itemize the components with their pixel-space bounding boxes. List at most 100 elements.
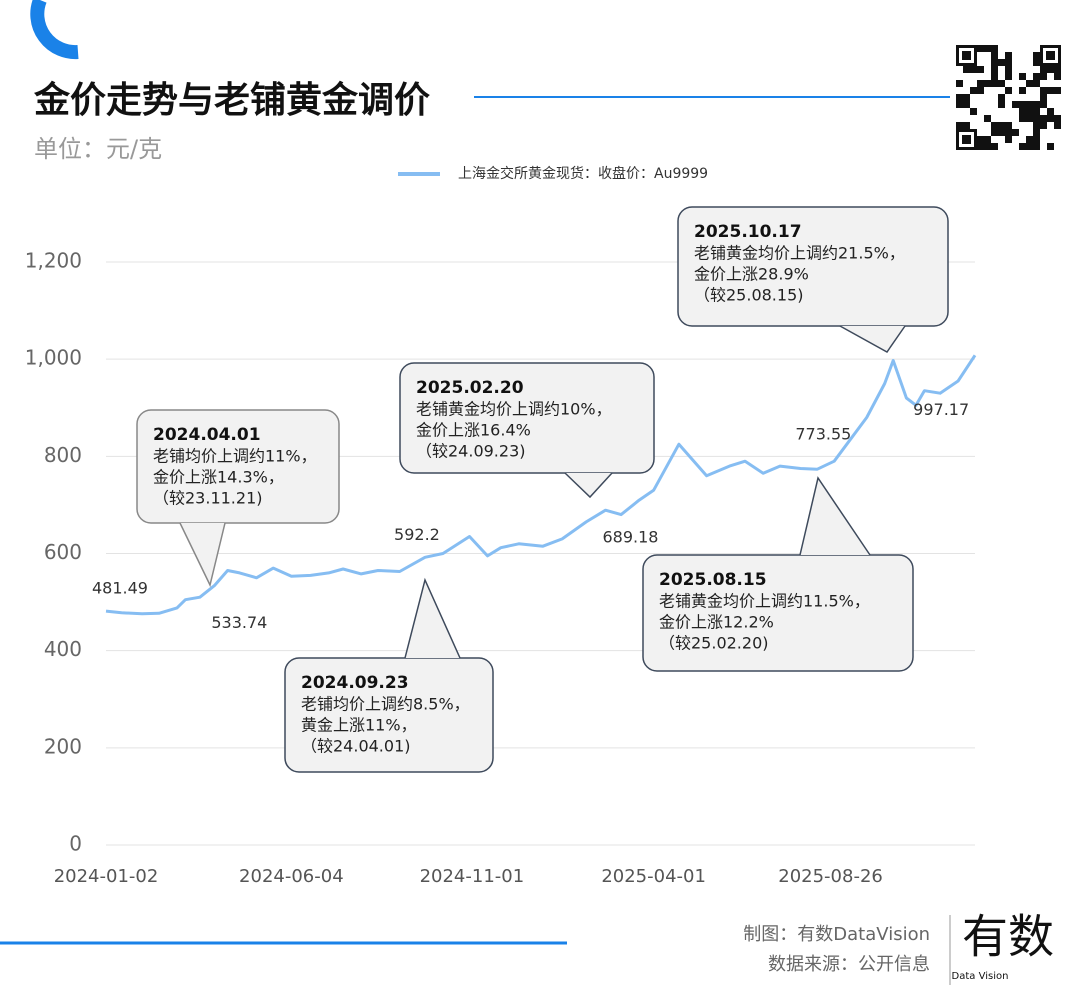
qr-cell <box>977 45 984 52</box>
qr-cell <box>984 136 991 143</box>
qr-cell <box>1005 59 1012 66</box>
unit: 单位：元/克 <box>34 135 162 163</box>
corner-arc <box>30 0 79 60</box>
qr-cell <box>977 143 984 150</box>
qr-cell <box>1026 80 1033 87</box>
qr-cell <box>991 66 998 73</box>
qr-cell <box>1019 87 1026 94</box>
qr-cell <box>984 115 991 122</box>
qr-cell <box>991 129 998 136</box>
logo-sub: Data Vision <box>952 971 1009 982</box>
callout-line: 金价上涨12.2% <box>659 613 774 632</box>
qr-cell <box>991 52 998 59</box>
qr-cell <box>1019 101 1026 108</box>
callout-tail-edge <box>404 577 461 659</box>
callout-line: 金价上涨14.3%， <box>153 468 284 487</box>
logo: 有数 <box>962 910 1054 964</box>
qr-cell <box>1019 108 1026 115</box>
credit: 制图：有数DataVision <box>743 924 930 945</box>
value-label: 773.55 <box>795 425 851 444</box>
qr-cell <box>977 87 984 94</box>
value-label: 481.49 <box>92 579 148 598</box>
callout: 2024.09.23 老铺均价上调约8.5%， 黄金上涨11%， （较24.04.01… <box>284 577 494 773</box>
callout-line: （较25.08.15) <box>694 286 804 305</box>
qr-cell <box>998 101 1005 108</box>
qr-cell <box>1054 122 1061 129</box>
legend-label: 上海金交所黄金现货：收盘价：Au9999 <box>458 165 708 182</box>
qr-cell <box>977 80 984 87</box>
qr-cell <box>998 129 1005 136</box>
qr-cell <box>1040 87 1047 94</box>
callout-box <box>399 362 655 474</box>
qr-cell <box>970 87 977 94</box>
callout-title: 2024.09.23 <box>301 673 409 693</box>
qr-cell <box>1040 66 1047 73</box>
qr-cell <box>1033 52 1040 59</box>
qr-cell <box>956 94 963 101</box>
callout-box <box>136 409 340 524</box>
qr-cell <box>963 66 970 73</box>
qr-cell <box>991 80 998 87</box>
qr-cell <box>1040 115 1047 122</box>
value-label: 533.74 <box>211 613 267 632</box>
y-tick-label: 200 <box>44 734 82 758</box>
qr-cell <box>984 143 991 150</box>
qr-cell <box>1054 73 1061 80</box>
qr-cell <box>984 80 991 87</box>
qr-cell <box>1019 143 1026 150</box>
qr-finder <box>962 51 971 60</box>
callout-tail-edge <box>564 472 613 499</box>
qr-cell <box>1033 122 1040 129</box>
qr-cell <box>1005 66 1012 73</box>
qr-cell <box>1005 87 1012 94</box>
callout-line: 金价上涨16.4% <box>416 421 531 440</box>
qr-cell <box>984 45 991 52</box>
callout-box <box>284 657 494 773</box>
qr-cell <box>991 59 998 66</box>
qr-cell <box>1026 108 1033 115</box>
qr-cell <box>1033 143 1040 150</box>
qr-cell <box>970 66 977 73</box>
qr-cell <box>1005 73 1012 80</box>
y-tick-label: 1,000 <box>25 346 82 370</box>
callout-line: 老铺黄金均价上调约11.5%， <box>659 592 870 611</box>
y-tick-label: 600 <box>44 540 82 564</box>
qr-cell <box>998 80 1005 87</box>
qr-cell <box>1026 101 1033 108</box>
qr-cell <box>977 66 984 73</box>
callout-line: 老铺均价上调约8.5%， <box>301 695 470 714</box>
callout-title: 2025.10.17 <box>694 222 802 242</box>
callout-line: （较24.09.23) <box>416 442 526 461</box>
qr-cell <box>1054 66 1061 73</box>
qr-cell <box>998 94 1005 101</box>
callout-line: 金价上涨28.9% <box>694 265 809 284</box>
qr-cell <box>1026 136 1033 143</box>
qr-cell <box>1005 136 1012 143</box>
qr-cell <box>1033 73 1040 80</box>
callout-line: （较23.11.21) <box>153 489 263 508</box>
x-tick-label: 2025-04-01 <box>601 866 706 887</box>
qr-cell <box>1047 115 1054 122</box>
y-tick-label: 0 <box>69 832 82 856</box>
qr-cell <box>998 59 1005 66</box>
qr-cell <box>1026 143 1033 150</box>
qr-cell <box>963 94 970 101</box>
qr-cell <box>1047 143 1054 150</box>
x-tick-label: 2024-01-02 <box>54 866 159 887</box>
qr-cell <box>1033 136 1040 143</box>
callout-tail <box>565 473 612 497</box>
callout-box <box>642 554 914 672</box>
qr-cell <box>991 73 998 80</box>
callout-line: 老铺黄金均价上调约21.5%， <box>694 244 905 263</box>
y-tick-label: 1,200 <box>25 249 82 273</box>
callout: 2024.04.01 老铺均价上调约11%， 金价上涨14.3%， （较23.11.2… <box>136 409 340 588</box>
qr-cell <box>1033 129 1040 136</box>
qr-cell <box>1047 108 1054 115</box>
callout-title: 2025.08.15 <box>659 570 767 590</box>
chart-title: 金价走势与老铺黄金调价 <box>33 79 430 121</box>
qr-cell <box>1047 66 1054 73</box>
callout-line: 老铺均价上调约11%， <box>153 447 317 466</box>
callout: 2025.10.17 老铺黄金均价上调约21.5%， 金价上涨28.9% （较25.0… <box>677 206 949 353</box>
qr-cell <box>1026 115 1033 122</box>
